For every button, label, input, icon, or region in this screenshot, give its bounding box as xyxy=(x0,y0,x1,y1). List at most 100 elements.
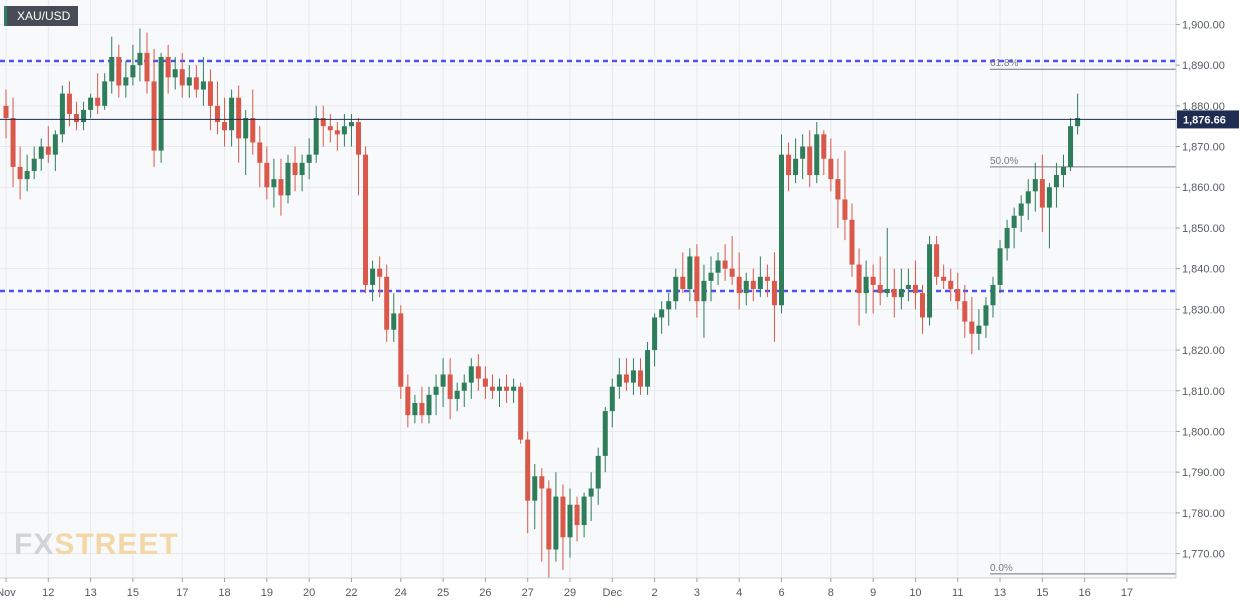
x-tick-label: 22 xyxy=(345,587,357,599)
candle-body xyxy=(856,264,862,294)
candle-body xyxy=(659,309,665,318)
candle-body xyxy=(440,374,446,387)
candle-body xyxy=(920,293,925,318)
candle-body xyxy=(962,301,968,322)
y-tick-label: 1,780.00 xyxy=(1182,508,1225,520)
candle-body xyxy=(285,162,291,196)
candle-body xyxy=(384,276,390,330)
candle-body xyxy=(574,504,580,526)
candle-body xyxy=(1068,126,1074,167)
candle-body xyxy=(905,284,911,289)
candle-body xyxy=(489,386,495,391)
x-tick-label: 17 xyxy=(1121,587,1133,599)
candle-body xyxy=(666,301,672,310)
x-tick-label: 6 xyxy=(778,587,784,599)
current-price-label: 1,876.66 xyxy=(1183,114,1226,126)
candle-body xyxy=(673,276,679,302)
candle-body xyxy=(891,289,897,298)
candle-body xyxy=(186,77,192,86)
candle-body xyxy=(158,56,164,151)
candle-body xyxy=(701,280,707,302)
candle-body xyxy=(3,105,9,119)
candle-body xyxy=(31,158,37,171)
candle-body xyxy=(229,97,235,131)
candle-body xyxy=(687,256,693,289)
candle-body xyxy=(292,162,298,176)
candle-body xyxy=(814,134,820,176)
candle-body xyxy=(363,154,369,285)
candle-body xyxy=(743,280,749,294)
candle-body xyxy=(370,268,376,285)
x-tick-label: 15 xyxy=(127,587,139,599)
candle-body xyxy=(461,382,467,391)
fxstreet-watermark: FXSTREET xyxy=(14,528,179,562)
candle-body xyxy=(870,276,876,285)
candle-body xyxy=(165,56,171,78)
candle-body xyxy=(447,374,453,399)
candle-body xyxy=(109,56,115,82)
candle-body xyxy=(278,179,284,196)
candle-body xyxy=(52,134,58,155)
candle-body xyxy=(722,260,728,269)
candle-body xyxy=(482,378,488,387)
y-tick-label: 1,790.00 xyxy=(1182,467,1225,479)
candle-body xyxy=(10,118,16,167)
y-tick-label: 1,880.00 xyxy=(1182,101,1225,113)
candle-body xyxy=(750,280,756,289)
fibonacci-label: 0.0% xyxy=(990,563,1013,574)
candle-body xyxy=(567,504,573,538)
candle-body xyxy=(151,81,157,151)
candle-body xyxy=(243,118,249,139)
candle-body xyxy=(927,244,933,318)
candle-body xyxy=(997,248,1003,285)
watermark-fx: FX xyxy=(14,528,55,561)
candle-body xyxy=(257,142,263,163)
x-tick-label: 24 xyxy=(395,587,407,599)
candle-body xyxy=(630,370,636,383)
symbol-label: XAU/USD xyxy=(17,9,71,23)
candle-body xyxy=(990,284,996,306)
x-tick-label: 12 xyxy=(42,587,54,599)
candle-body xyxy=(588,488,594,497)
x-tick-label: 16 xyxy=(1079,587,1091,599)
candle-body xyxy=(1061,166,1066,176)
candle-body xyxy=(468,366,474,383)
candle-body xyxy=(271,179,277,188)
candle-body xyxy=(877,284,883,294)
candle-body xyxy=(771,280,777,306)
candle-body xyxy=(800,146,806,159)
candle-body xyxy=(426,394,432,416)
watermark-street: STREET xyxy=(54,528,179,561)
candle-body xyxy=(45,146,51,155)
candle-body xyxy=(786,154,792,176)
x-tick-label: 19 xyxy=(261,587,273,599)
candle-body xyxy=(948,280,954,289)
candle-body xyxy=(1018,203,1024,216)
candle-body xyxy=(356,122,361,155)
candle-body xyxy=(419,402,425,416)
candle-body xyxy=(391,313,397,330)
candle-body xyxy=(842,199,848,220)
candle-body xyxy=(539,476,545,489)
candle-body xyxy=(609,386,615,412)
candle-body xyxy=(24,170,30,180)
candle-body xyxy=(116,56,122,86)
candle-body xyxy=(405,386,411,416)
candle-body xyxy=(511,386,517,391)
candle-body xyxy=(377,268,383,277)
candle-body xyxy=(729,268,735,277)
y-tick-label: 1,840.00 xyxy=(1182,264,1225,276)
candle-body xyxy=(313,118,319,155)
y-tick-label: 1,770.00 xyxy=(1182,549,1225,561)
candle-body xyxy=(327,126,333,131)
candle-body xyxy=(623,374,629,383)
candle-body xyxy=(398,313,404,387)
x-tick-label: 2 xyxy=(652,587,658,599)
candle-body xyxy=(454,390,460,399)
candle-body xyxy=(334,130,340,135)
candle-body xyxy=(955,289,961,302)
candle-body xyxy=(144,52,150,82)
candle-body xyxy=(581,496,587,526)
candle-body xyxy=(38,146,44,159)
candle-body xyxy=(102,81,108,106)
